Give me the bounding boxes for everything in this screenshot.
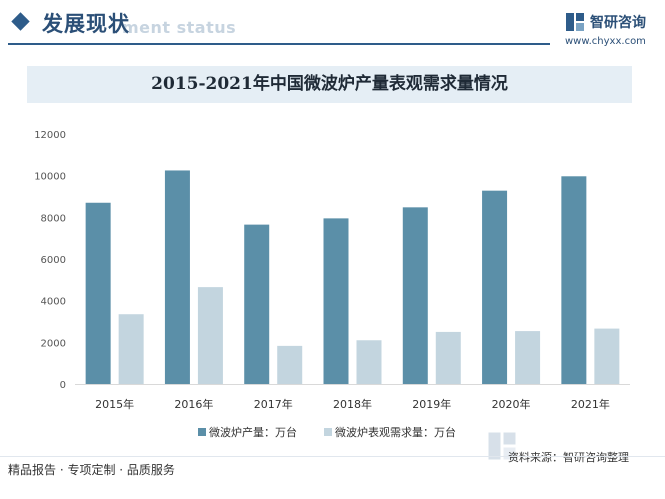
x-tick-label: 2015年 <box>95 397 134 411</box>
bar-demand <box>356 340 382 384</box>
bar-production <box>402 207 428 384</box>
brand-logo-icon <box>566 13 584 31</box>
chart-title: 2015-2021年中国微波炉产量表观需求量情况 <box>151 74 508 94</box>
x-tick-label: 2020年 <box>492 397 531 411</box>
legend-swatch-production <box>198 428 206 436</box>
footer: 精品报告 · 专项定制 · 品质服务 <box>0 456 665 499</box>
bar-demand <box>277 345 303 384</box>
bar-production <box>85 202 111 384</box>
legend-label-demand: 微波炉表观需求量：万台 <box>335 426 456 439</box>
bar-demand <box>515 331 541 384</box>
bar-production <box>561 176 587 384</box>
x-tick-label: 2018年 <box>333 397 372 411</box>
section-title: 发展现状 <box>42 12 130 36</box>
bar-demand <box>594 328 620 384</box>
x-tick-label: 2017年 <box>254 397 293 411</box>
y-tick-label: 4000 <box>41 297 66 308</box>
bar-production <box>482 190 508 384</box>
section-title-watermark: ment status <box>122 18 237 37</box>
header-divider <box>8 43 550 45</box>
legend-label-production: 微波炉产量：万台 <box>209 426 297 439</box>
bar-demand <box>197 287 223 384</box>
x-tick-label: 2019年 <box>412 397 451 411</box>
chart-title-band: 2015-2021年中国微波炉产量表观需求量情况 <box>27 66 632 103</box>
y-tick-label: 12000 <box>34 130 66 141</box>
bar-production <box>164 170 190 384</box>
brand-name: 智研咨询 <box>590 15 646 31</box>
y-tick-label: 6000 <box>41 255 66 266</box>
footer-divider <box>0 456 665 457</box>
header: ment status 发展现状 智研咨询 www.chyxx.com <box>0 0 665 50</box>
data-source-note: 资料来源：智研咨询整理 <box>508 451 629 464</box>
y-tick-label: 10000 <box>34 172 66 183</box>
brand-url: www.chyxx.com <box>565 36 646 47</box>
x-tick-label: 2021年 <box>571 397 610 411</box>
bar-production <box>244 224 270 384</box>
x-tick-label: 2016年 <box>174 397 213 411</box>
bar-demand <box>118 314 144 384</box>
y-tick-label: 0 <box>60 380 66 391</box>
y-tick-label: 8000 <box>41 213 66 224</box>
bar-chart: 0 2000 4000 6000 8000 10000 12000 2015年 2016年 201… <box>34 130 630 411</box>
y-tick-label: 2000 <box>41 338 66 349</box>
bar-production <box>323 218 349 384</box>
legend-swatch-demand <box>324 428 332 436</box>
bar-demand <box>435 331 461 384</box>
chart-legend: 微波炉产量：万台 微波炉表观需求量：万台 <box>0 424 665 440</box>
footer-tagline: 精品报告 · 专项定制 · 品质服务 <box>8 463 175 477</box>
